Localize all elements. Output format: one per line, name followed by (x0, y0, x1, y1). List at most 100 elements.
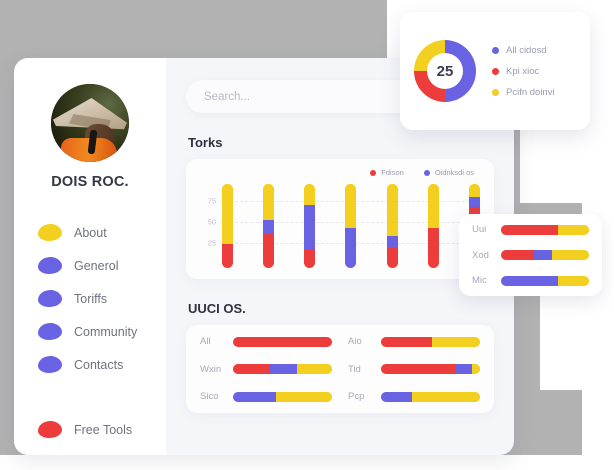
progress-row: Tid (348, 364, 480, 375)
progress-segment (552, 250, 589, 260)
y-axis-tick: 25 (207, 238, 216, 248)
progress-segment (472, 364, 480, 374)
progress-track[interactable] (501, 275, 589, 286)
progress-track[interactable] (501, 224, 589, 235)
progress-track[interactable] (381, 336, 480, 347)
bar-segment (304, 248, 316, 268)
sidebar-item-community[interactable]: Community (14, 315, 166, 348)
progress-segment (501, 275, 559, 286)
bar-segment (345, 184, 357, 228)
sidebar: DOIS ROC. About Generol Toriffs Communit… (14, 58, 166, 455)
sidebar-item-free-tools[interactable]: Free Tools (14, 413, 166, 446)
bar-segment (386, 184, 398, 237)
profile-name: DOIS ROC. (51, 174, 129, 190)
legend-item-kpi-xioc: Kpi xioc (492, 66, 555, 77)
donut-center-value: 25 (427, 53, 463, 89)
bar-segment (222, 184, 233, 245)
bar-segment (468, 184, 480, 198)
progress-row: Aio (348, 336, 480, 347)
y-axis-tick: 75 (207, 196, 216, 206)
progress-segment (297, 364, 332, 374)
legend-item-fdison: Fdison (370, 168, 404, 177)
progress-track[interactable] (381, 364, 480, 374)
progress-segment (275, 391, 332, 402)
progress-row: All (200, 336, 332, 347)
progress-segment (501, 224, 559, 235)
bar-column (345, 184, 357, 268)
progress-segment (534, 250, 553, 260)
progress-row-label: Xod (472, 249, 489, 261)
progress-row: Uui (472, 224, 589, 235)
bar-column (386, 184, 398, 268)
progress-row: Mic (472, 275, 589, 286)
bar-segment (263, 220, 275, 233)
legend-label: Oidnksdi os (434, 168, 474, 177)
avatar (51, 84, 129, 162)
progress-row-label: Sico (200, 391, 219, 402)
sidebar-item-label: Community (74, 324, 138, 339)
progress-track[interactable] (233, 364, 332, 374)
legend-dot-pcifn-doinvi (492, 88, 499, 96)
progress-row: Sico (200, 391, 332, 402)
legend-label: Fdison (381, 168, 404, 177)
progress-row-label: All (200, 336, 211, 347)
bar-segment (263, 184, 275, 221)
progress-segment (233, 391, 276, 402)
progress-track[interactable] (381, 391, 480, 402)
legend-dot-fdison (370, 169, 377, 176)
progress-row-label: Aio (348, 336, 362, 347)
legend-dot-all-cidosd (492, 46, 499, 54)
legend-label: Pcifn doinvi (506, 86, 555, 98)
sidebar-item-about[interactable]: About (14, 216, 166, 249)
progress-row-label: Tid (348, 363, 361, 375)
bar-segment (345, 227, 357, 268)
bar-chart-card: Fdison Oidnksdi os 75 50 25 (186, 159, 494, 279)
progress-track[interactable] (233, 336, 332, 347)
sidebar-item-contacts[interactable]: Contacts (14, 348, 166, 381)
progress-track[interactable] (233, 391, 332, 402)
bar-segment (386, 247, 398, 268)
sidebar-item-label: About (74, 225, 107, 240)
sidebar-item-label: Toriffs (74, 291, 108, 306)
legend-dot-kpi-xioc (492, 67, 499, 75)
backdrop-cutout-bottom (0, 455, 614, 470)
bar-segment (386, 236, 398, 248)
search-input[interactable] (186, 80, 438, 113)
backdrop-block-top (0, 0, 387, 40)
progress-segment (432, 336, 480, 347)
donut-chart: 25 (414, 40, 476, 102)
backdrop-cutout-right-upper (520, 128, 614, 203)
main-content: Torks Fdison Oidnksdi os 75 50 25 (166, 58, 514, 455)
blob-icon-free-tools (38, 421, 62, 438)
bar-segment (263, 232, 275, 268)
legend-dot-oidnksdi-os (423, 169, 430, 176)
page-title-torks: Torks (188, 135, 223, 150)
blob-icon-contacts (38, 356, 62, 373)
progress-segment (411, 391, 480, 402)
progress-segment (233, 364, 270, 374)
legend-item-oidnksdi-os: Oidnksdi os (423, 168, 474, 177)
progress-row: Wxin (200, 364, 332, 375)
bar-column (427, 184, 439, 268)
blob-icon-community (38, 323, 62, 340)
legend-item-pcifn-doinvi: Pcifn doinvi (492, 87, 555, 98)
progress-row-label: Pcp (348, 391, 365, 402)
bar-segment (304, 205, 316, 249)
blob-icon-generol (38, 257, 62, 274)
sidebar-item-label: Generol (74, 258, 119, 273)
sidebar-item-toriffs[interactable]: Toriffs (14, 282, 166, 315)
bar-chart-legend: Fdison Oidnksdi os (196, 168, 482, 177)
progress-rows-column-left: All Wxin Sico (200, 336, 332, 402)
donut-chart-card: 25 All cidosd Kpi xioc Pcifn doinvi (400, 12, 590, 130)
bar-column (263, 184, 275, 268)
progress-segment (558, 275, 589, 286)
sidebar-item-generol[interactable]: Generol (14, 249, 166, 282)
bar-group (222, 180, 480, 268)
progress-rows-card: All Wxin Sico Aio Tid Pcp (186, 325, 494, 413)
bar-segment (222, 244, 233, 268)
progress-row-label: Mic (472, 275, 487, 286)
legend-label: Kpi xioc (506, 65, 540, 77)
progress-track[interactable] (501, 250, 589, 260)
progress-segment (455, 364, 473, 374)
